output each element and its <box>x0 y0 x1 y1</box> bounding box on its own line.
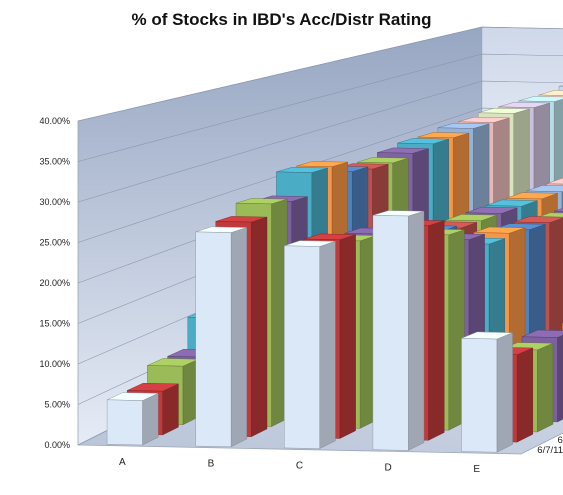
x-tick-label: A <box>119 457 126 468</box>
x-tick-label: E <box>473 464 480 475</box>
x-tick-label: C <box>296 461 303 472</box>
series-axis-ticks: 6/7/116/6/116/3/116/2/116/1/115/31/115/2… <box>537 435 563 456</box>
y-tick-label: 20.00% <box>39 278 70 288</box>
y-tick-label: 10.00% <box>39 359 70 369</box>
y-tick-label: 15.00% <box>39 319 70 329</box>
gridline <box>77 26 563 122</box>
x-tick-label: B <box>208 459 215 470</box>
y-tick-label: 25.00% <box>39 238 70 248</box>
y-axis-ticks: 0.00% 5.00% 10.00% 15.00% 20.00% 25.00% 30.00%… <box>39 116 70 450</box>
chart-title: % of Stocks in IBD's Acc/Distr Rating <box>131 10 432 29</box>
y-tick-label: 35.00% <box>39 157 70 167</box>
bars <box>106 84 563 453</box>
bar <box>106 392 159 446</box>
x-axis-ticks: A B C D E <box>119 457 480 475</box>
bar <box>372 210 425 451</box>
series-tick-label: 6/7/11 <box>537 445 563 456</box>
x-tick-label: D <box>384 462 391 473</box>
y-tick-label: 30.00% <box>39 197 70 207</box>
gridline <box>77 53 563 162</box>
bar <box>461 331 513 453</box>
gridline <box>77 107 563 243</box>
y-tick-label: 0.00% <box>44 440 70 450</box>
bar <box>284 240 336 449</box>
y-tick-label: 40.00% <box>39 116 70 126</box>
bar <box>195 226 248 448</box>
gridline <box>77 80 563 203</box>
series-tick-label: 6/6/11 <box>558 435 563 446</box>
y-tick-label: 5.00% <box>44 400 70 410</box>
